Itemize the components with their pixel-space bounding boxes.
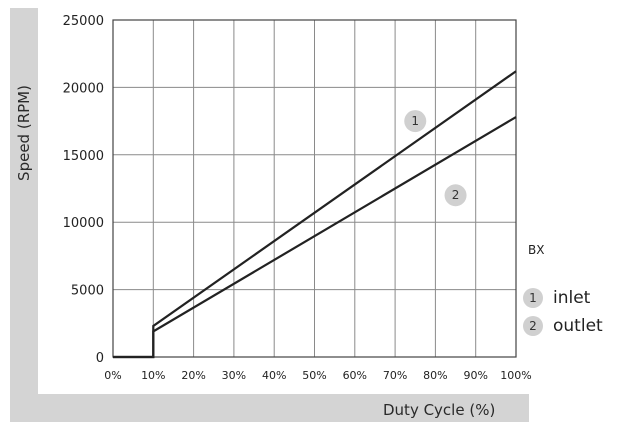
y-axis-label: Speed (RPM): [15, 85, 33, 181]
x-tick-label: 50%: [302, 369, 326, 382]
y-tick-label: 20000: [63, 81, 104, 96]
series-line-outlet: [113, 116, 517, 359]
x-tick-label: 0%: [104, 369, 121, 382]
x-axis-label: Duty Cycle (%): [383, 401, 496, 419]
x-tick-label: 100%: [500, 369, 531, 382]
series-marker-2-circle: [444, 184, 467, 207]
series-marker-1-label: 1: [411, 114, 419, 128]
x-tick-label: 30%: [222, 369, 246, 382]
plot-border: [112, 19, 517, 358]
legend-marker-2: 2: [523, 316, 543, 336]
y-tick-label: 5000: [71, 284, 104, 299]
series-marker-1-circle: [404, 110, 427, 133]
x-tick-label: 80%: [423, 369, 447, 382]
series-marker-2-label: 2: [452, 188, 460, 202]
x-tick-label: 90%: [463, 369, 487, 382]
legend-label-inlet: inlet: [553, 288, 591, 308]
y-tick-label: 15000: [63, 149, 104, 164]
legend-label-outlet: outlet: [553, 316, 603, 336]
legend-marker-1: 1: [523, 288, 543, 308]
x-tick-label: 20%: [181, 369, 205, 382]
x-tick-label: 10%: [141, 369, 165, 382]
y-tick-label: 10000: [63, 216, 104, 231]
x-axis-band: [10, 394, 529, 422]
legend-item-inlet: 1 inlet: [523, 288, 590, 308]
y-axis-band: [10, 8, 38, 394]
legend-item-outlet: 2 outlet: [523, 316, 603, 336]
y-tick-label: 0: [96, 351, 104, 366]
x-tick-label: 60%: [343, 369, 367, 382]
x-tick-label: 70%: [383, 369, 407, 382]
legend-title: BX: [528, 243, 545, 257]
x-tick-label: 40%: [262, 369, 286, 382]
y-tick-label: 25000: [63, 14, 104, 29]
